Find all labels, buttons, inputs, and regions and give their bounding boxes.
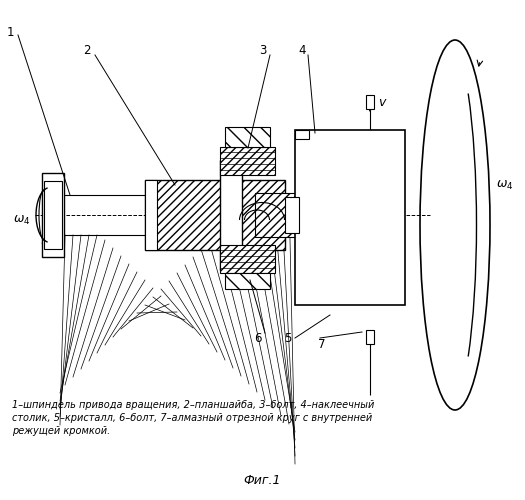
Bar <box>285 197 299 233</box>
Bar <box>220 245 275 273</box>
Bar <box>220 147 275 175</box>
Bar <box>366 95 374 109</box>
Bar <box>255 193 315 237</box>
Text: режущей кромкой.: режущей кромкой. <box>12 426 110 436</box>
Text: 6: 6 <box>254 332 262 344</box>
Text: 1: 1 <box>6 26 14 38</box>
Text: Фиг.1: Фиг.1 <box>243 474 281 486</box>
Text: столик, 5–кристалл, 6–болт, 7–алмазный отрезной круг с внутренней: столик, 5–кристалл, 6–болт, 7–алмазный о… <box>12 413 372 423</box>
Bar <box>60 195 295 235</box>
Bar <box>225 127 270 147</box>
Bar <box>295 130 309 139</box>
Bar <box>145 180 157 250</box>
Text: 7: 7 <box>318 338 326 350</box>
Text: 3: 3 <box>259 44 267 58</box>
Bar <box>225 273 270 289</box>
Text: 4: 4 <box>298 44 306 58</box>
Bar <box>220 160 242 270</box>
Bar <box>44 181 62 249</box>
Bar <box>366 330 374 344</box>
Text: v: v <box>378 96 385 110</box>
Bar <box>145 180 285 250</box>
Bar <box>42 173 64 257</box>
Text: 5: 5 <box>285 332 292 344</box>
Text: 2: 2 <box>83 44 91 58</box>
Text: $\omega_4$: $\omega_4$ <box>496 178 514 192</box>
Text: $\omega_4$: $\omega_4$ <box>13 214 31 226</box>
Text: 1–шпиндель привода вращения, 2–планшайба, 3–болт, 4–наклеечный: 1–шпиндель привода вращения, 2–планшайба… <box>12 400 374 410</box>
Bar <box>295 130 405 305</box>
